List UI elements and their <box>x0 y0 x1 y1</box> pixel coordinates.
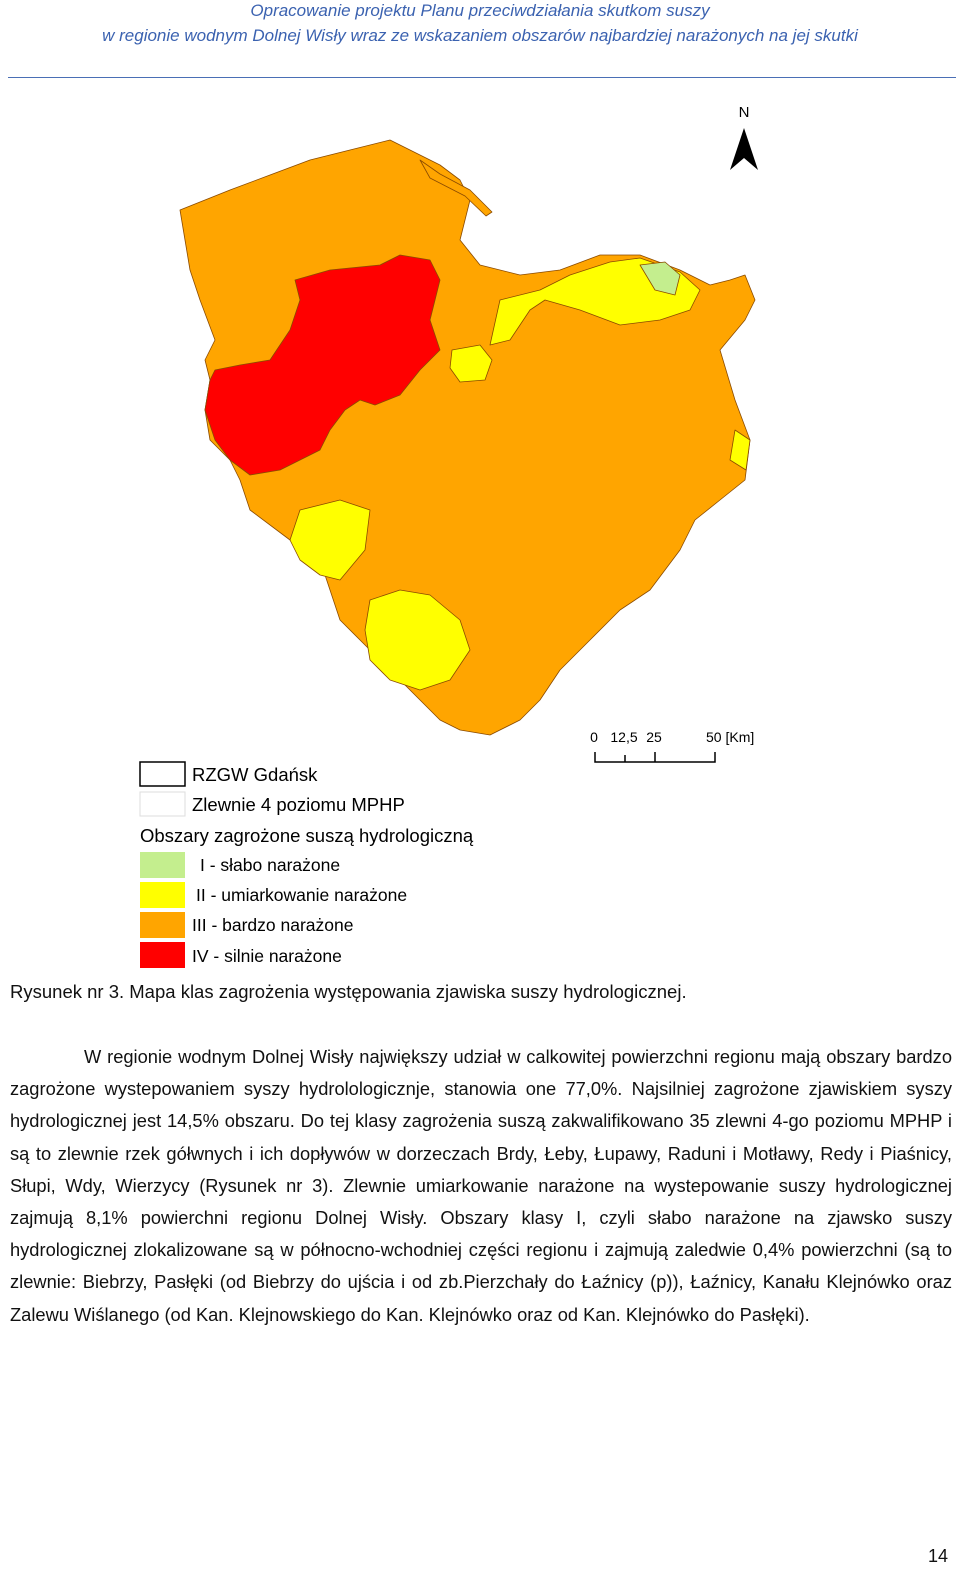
legend-swatch <box>140 912 185 938</box>
north-label: N <box>739 104 750 121</box>
region-class-iv <box>204 254 441 476</box>
legend-label: RZGW Gdańsk <box>192 764 318 785</box>
scale-line <box>594 752 716 763</box>
figure-caption: Rysunek nr 3. Mapa klas zagrożenia wystę… <box>10 981 687 1002</box>
header-rule <box>8 77 956 78</box>
scale-label: 12,5 <box>610 729 637 745</box>
legend-label: II - umiarkowanie narażone <box>196 885 407 905</box>
header-line: Opracowanie projektu Planu przeciwdziała… <box>250 1 710 20</box>
north-arrow: N <box>730 104 758 170</box>
scale-label: 25 <box>646 729 662 745</box>
scale-label: 0 <box>590 729 598 745</box>
region-class-ii <box>729 429 751 471</box>
north-arrow-shape <box>730 128 758 170</box>
legend-label: Zlewnie 4 poziomu MPHP <box>192 794 405 815</box>
legend: RZGW Gdańsk Zlewnie 4 poziomu MPHP Obsza… <box>139 761 474 968</box>
legend-swatch <box>140 942 185 968</box>
region-class-ii <box>449 344 493 383</box>
legend-swatch <box>139 791 186 817</box>
region-class-ii <box>364 589 471 691</box>
legend-swatch <box>139 761 186 787</box>
legend-swatch <box>140 882 185 908</box>
region-class-ii <box>289 499 371 581</box>
legend-label: III - bardzo narażone <box>192 915 353 935</box>
legend-swatch <box>140 852 185 878</box>
paragraph: W regionie wodnym Dolnej Wisły największ… <box>10 1046 952 1325</box>
region-class-i <box>639 261 681 296</box>
legend-label: IV - silnie narażone <box>192 946 342 966</box>
scale-label: 50 [Km] <box>706 729 754 745</box>
page-number: 14 <box>928 1546 949 1566</box>
spit <box>419 159 493 217</box>
map: N 0 12,5 25 50 [Km] RZGW Gdańsk Zlewnie … <box>139 104 758 968</box>
region-class-ii <box>489 257 701 346</box>
legend-heading: Obszary zagrożone suszą hydrologiczną <box>140 825 474 846</box>
legend-label: I - słabo narażone <box>200 855 340 875</box>
scale-bar <box>594 752 716 763</box>
header-line: w regionie wodnym Dolnej Wisły wraz ze w… <box>102 26 858 45</box>
